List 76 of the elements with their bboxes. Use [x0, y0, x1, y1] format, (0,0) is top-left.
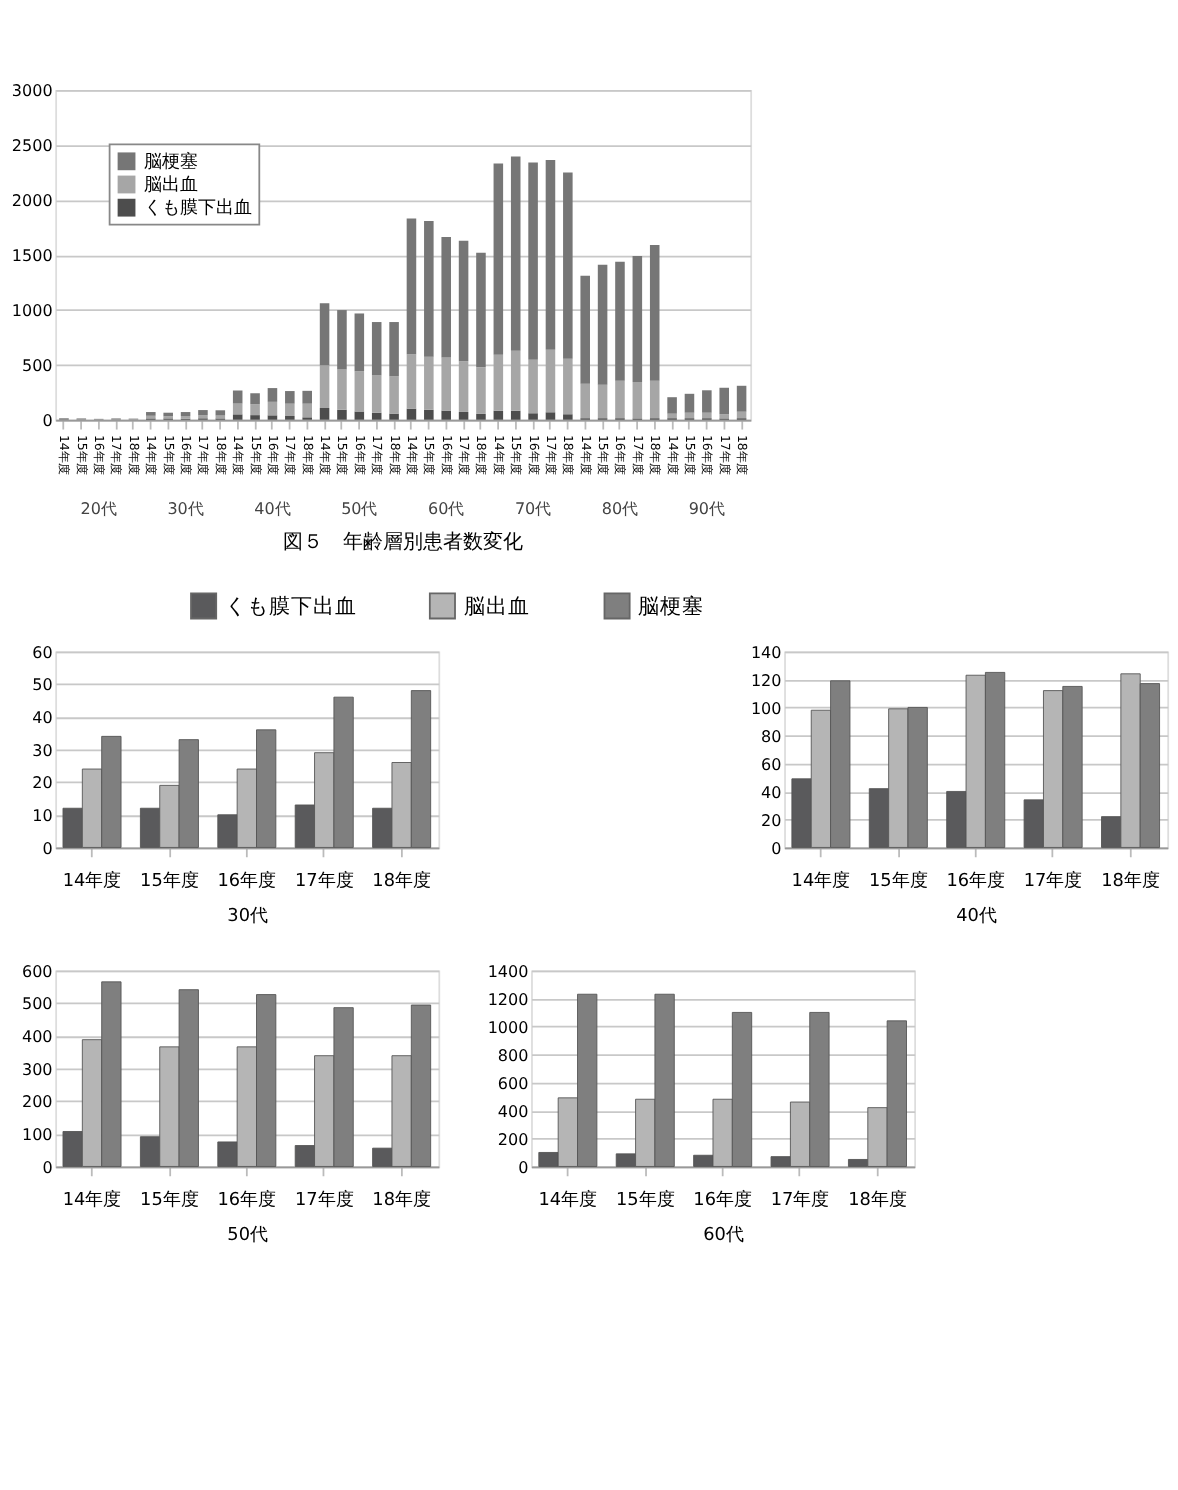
y-tick-label: 80 [761, 727, 782, 746]
y-tick-label: 2000 [11, 192, 53, 211]
x-tick-label: 16年度 [946, 869, 1006, 892]
x-tick-label: 14年度 [791, 869, 851, 892]
x-tick-label: 15年度 [615, 1188, 675, 1211]
y-tick-label: 1000 [11, 302, 53, 321]
y-tick-label: 0 [42, 411, 53, 430]
y-tick-label: 30 [32, 741, 53, 760]
x-axis-title: 30代 [227, 905, 269, 928]
y-tick-label: 500 [22, 995, 53, 1014]
y-tick-label: 1400 [487, 962, 529, 981]
y-tick-label: 0 [518, 1158, 529, 1177]
x-tick-label: 18年度 [1101, 869, 1160, 892]
x-tick-label: 15年度 [868, 869, 928, 892]
y-tick-label: 120 [750, 671, 782, 690]
text: 20代 [80, 500, 117, 519]
text: 60代 [428, 500, 465, 519]
y-tick-label: 200 [497, 1130, 529, 1149]
legend-label: 脳出血 [144, 173, 199, 196]
y-tick-label: 1200 [487, 990, 529, 1009]
y-tick-label: 1500 [11, 247, 53, 266]
x-tick-label: 16年度 [217, 869, 277, 892]
y-tick-label: 200 [22, 1093, 53, 1112]
x-axis-title: 60代 [703, 1224, 744, 1247]
y-tick-label: 40 [761, 783, 782, 802]
x-tick-label: 18年度 [372, 869, 431, 892]
x-tick-label: 14年度 [62, 1188, 122, 1211]
x-tick-label: 17年度 [294, 1188, 354, 1211]
text: 80代 [601, 500, 639, 519]
x-tick-label: 14年度 [538, 1188, 598, 1211]
x-axis-title: 40代 [956, 905, 997, 928]
y-tick-label: 600 [497, 1074, 529, 1093]
text: 40代 [254, 500, 291, 519]
y-tick-label: 0 [42, 1158, 53, 1177]
x-tick-label: 17年度 [294, 869, 354, 892]
legend-label: 脳梗塞 [144, 150, 199, 173]
legend-label: くも膜下出血 [225, 593, 357, 620]
y-tick-label: 20 [761, 811, 782, 830]
x-tick-label: 17年度 [770, 1188, 830, 1211]
y-tick-label: 2500 [11, 137, 53, 156]
text: 30代 [167, 500, 204, 519]
legend-label: くも膜下出血 [144, 197, 253, 220]
y-tick-label: 10 [32, 807, 53, 826]
x-tick-label: 16年度 [693, 1188, 752, 1211]
y-tick-label: 50 [32, 676, 53, 695]
y-tick-label: 100 [22, 1126, 53, 1145]
y-tick-label: 400 [22, 1028, 53, 1046]
x-tick-label: 15年度 [140, 869, 199, 892]
y-tick-label: 300 [22, 1060, 53, 1079]
x-tick-label: 15年度 [140, 1188, 199, 1211]
text: 図５ 年齢層別患者数変化 [282, 530, 523, 555]
y-tick-label: 60 [32, 643, 53, 662]
y-tick-label: 140 [750, 643, 782, 662]
x-tick-label: 17年度 [1023, 869, 1083, 892]
y-tick-label: 40 [32, 709, 53, 727]
y-tick-label: 1000 [487, 1018, 529, 1037]
x-tick-label: 16年度 [217, 1188, 277, 1211]
x-axis-title: 50代 [227, 1224, 269, 1247]
y-tick-label: 400 [497, 1102, 529, 1121]
text: 50代 [341, 500, 378, 519]
y-tick-label: 0 [771, 839, 782, 858]
x-tick-label: 18年度 [372, 1188, 431, 1211]
legend-label: 脳梗塞 [638, 593, 705, 620]
y-tick-label: 0 [42, 839, 53, 858]
y-tick-label: 100 [750, 699, 782, 718]
legend-label: 脳出血 [463, 593, 530, 620]
y-tick-label: 500 [22, 357, 53, 376]
y-tick-label: 60 [761, 755, 782, 774]
y-tick-label: 3000 [11, 82, 53, 101]
x-tick-label: 14年度 [62, 869, 122, 892]
y-tick-label: 600 [22, 962, 53, 981]
text: 90代 [688, 500, 726, 519]
text: 70代 [514, 500, 552, 519]
x-tick-label: 18年度 [848, 1188, 907, 1211]
y-tick-label: 800 [497, 1046, 529, 1065]
y-tick-label: 20 [32, 774, 53, 793]
